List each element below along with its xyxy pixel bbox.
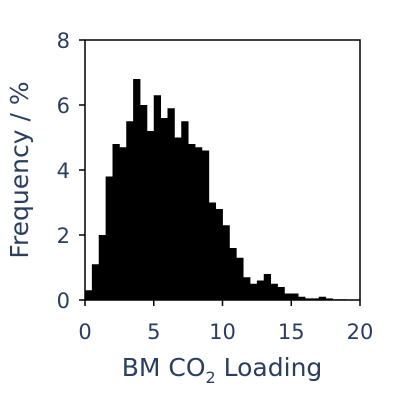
y-tick-label: 2 xyxy=(57,224,70,248)
histogram-bar xyxy=(174,137,182,300)
histogram-bar xyxy=(222,225,230,300)
x-axis-title-tail: Loading xyxy=(216,353,323,382)
x-axis-title-main: BM CO xyxy=(122,353,206,382)
histogram-bar xyxy=(105,176,113,300)
x-tick-label: 5 xyxy=(147,320,160,344)
x-axis-title: BM CO2 Loading xyxy=(122,353,323,387)
histogram-bar xyxy=(126,121,134,300)
y-tick-label: 6 xyxy=(57,94,70,118)
x-axis-title-subscript: 2 xyxy=(206,368,216,387)
histogram-bar xyxy=(153,95,162,300)
histogram-bar xyxy=(133,79,141,300)
histogram-bar xyxy=(201,150,210,300)
histogram-bar xyxy=(250,283,258,300)
y-tick-label: 4 xyxy=(57,159,70,183)
histogram-bar xyxy=(181,121,189,300)
histogram-bar xyxy=(98,235,107,300)
histogram-bar xyxy=(325,298,333,300)
x-tick-label: 20 xyxy=(347,320,374,344)
histogram-bar xyxy=(236,257,244,300)
histogram-bar xyxy=(243,277,251,300)
histogram-bar xyxy=(305,298,313,300)
x-axis-ticks: 0 5 10 15 20 xyxy=(78,300,373,344)
x-tick-label: 15 xyxy=(278,320,305,344)
histogram-bar xyxy=(270,283,278,300)
histogram-bar xyxy=(208,202,217,300)
histogram-bar xyxy=(284,293,292,300)
histogram-bar xyxy=(291,293,299,300)
histogram-bars xyxy=(85,79,347,300)
histogram-bar xyxy=(318,296,327,300)
y-axis-ticks: 0 2 4 6 8 xyxy=(57,29,85,313)
x-tick-label: 10 xyxy=(209,320,236,344)
y-axis-title: Frequency / % xyxy=(5,81,34,258)
histogram-bar xyxy=(215,209,223,300)
histogram-bar xyxy=(112,144,120,300)
y-tick-label: 8 xyxy=(57,29,70,53)
histogram-bar xyxy=(256,280,265,300)
y-tick-label: 0 xyxy=(57,289,70,313)
histogram-bar xyxy=(85,290,93,300)
histogram-bar xyxy=(140,105,148,300)
histogram-bar xyxy=(167,108,175,300)
histogram-bar xyxy=(91,264,100,300)
histogram-bar xyxy=(263,274,272,300)
histogram-bar xyxy=(146,131,155,300)
histogram-bar xyxy=(311,298,320,300)
histogram-bar xyxy=(298,296,306,300)
histogram-bar xyxy=(160,118,168,300)
histogram-bar xyxy=(119,147,127,300)
x-tick-label: 0 xyxy=(78,320,91,344)
histogram-bar xyxy=(277,287,285,300)
histogram-bar xyxy=(229,248,237,300)
histogram-bar xyxy=(195,147,203,300)
histogram-bar xyxy=(188,144,196,300)
